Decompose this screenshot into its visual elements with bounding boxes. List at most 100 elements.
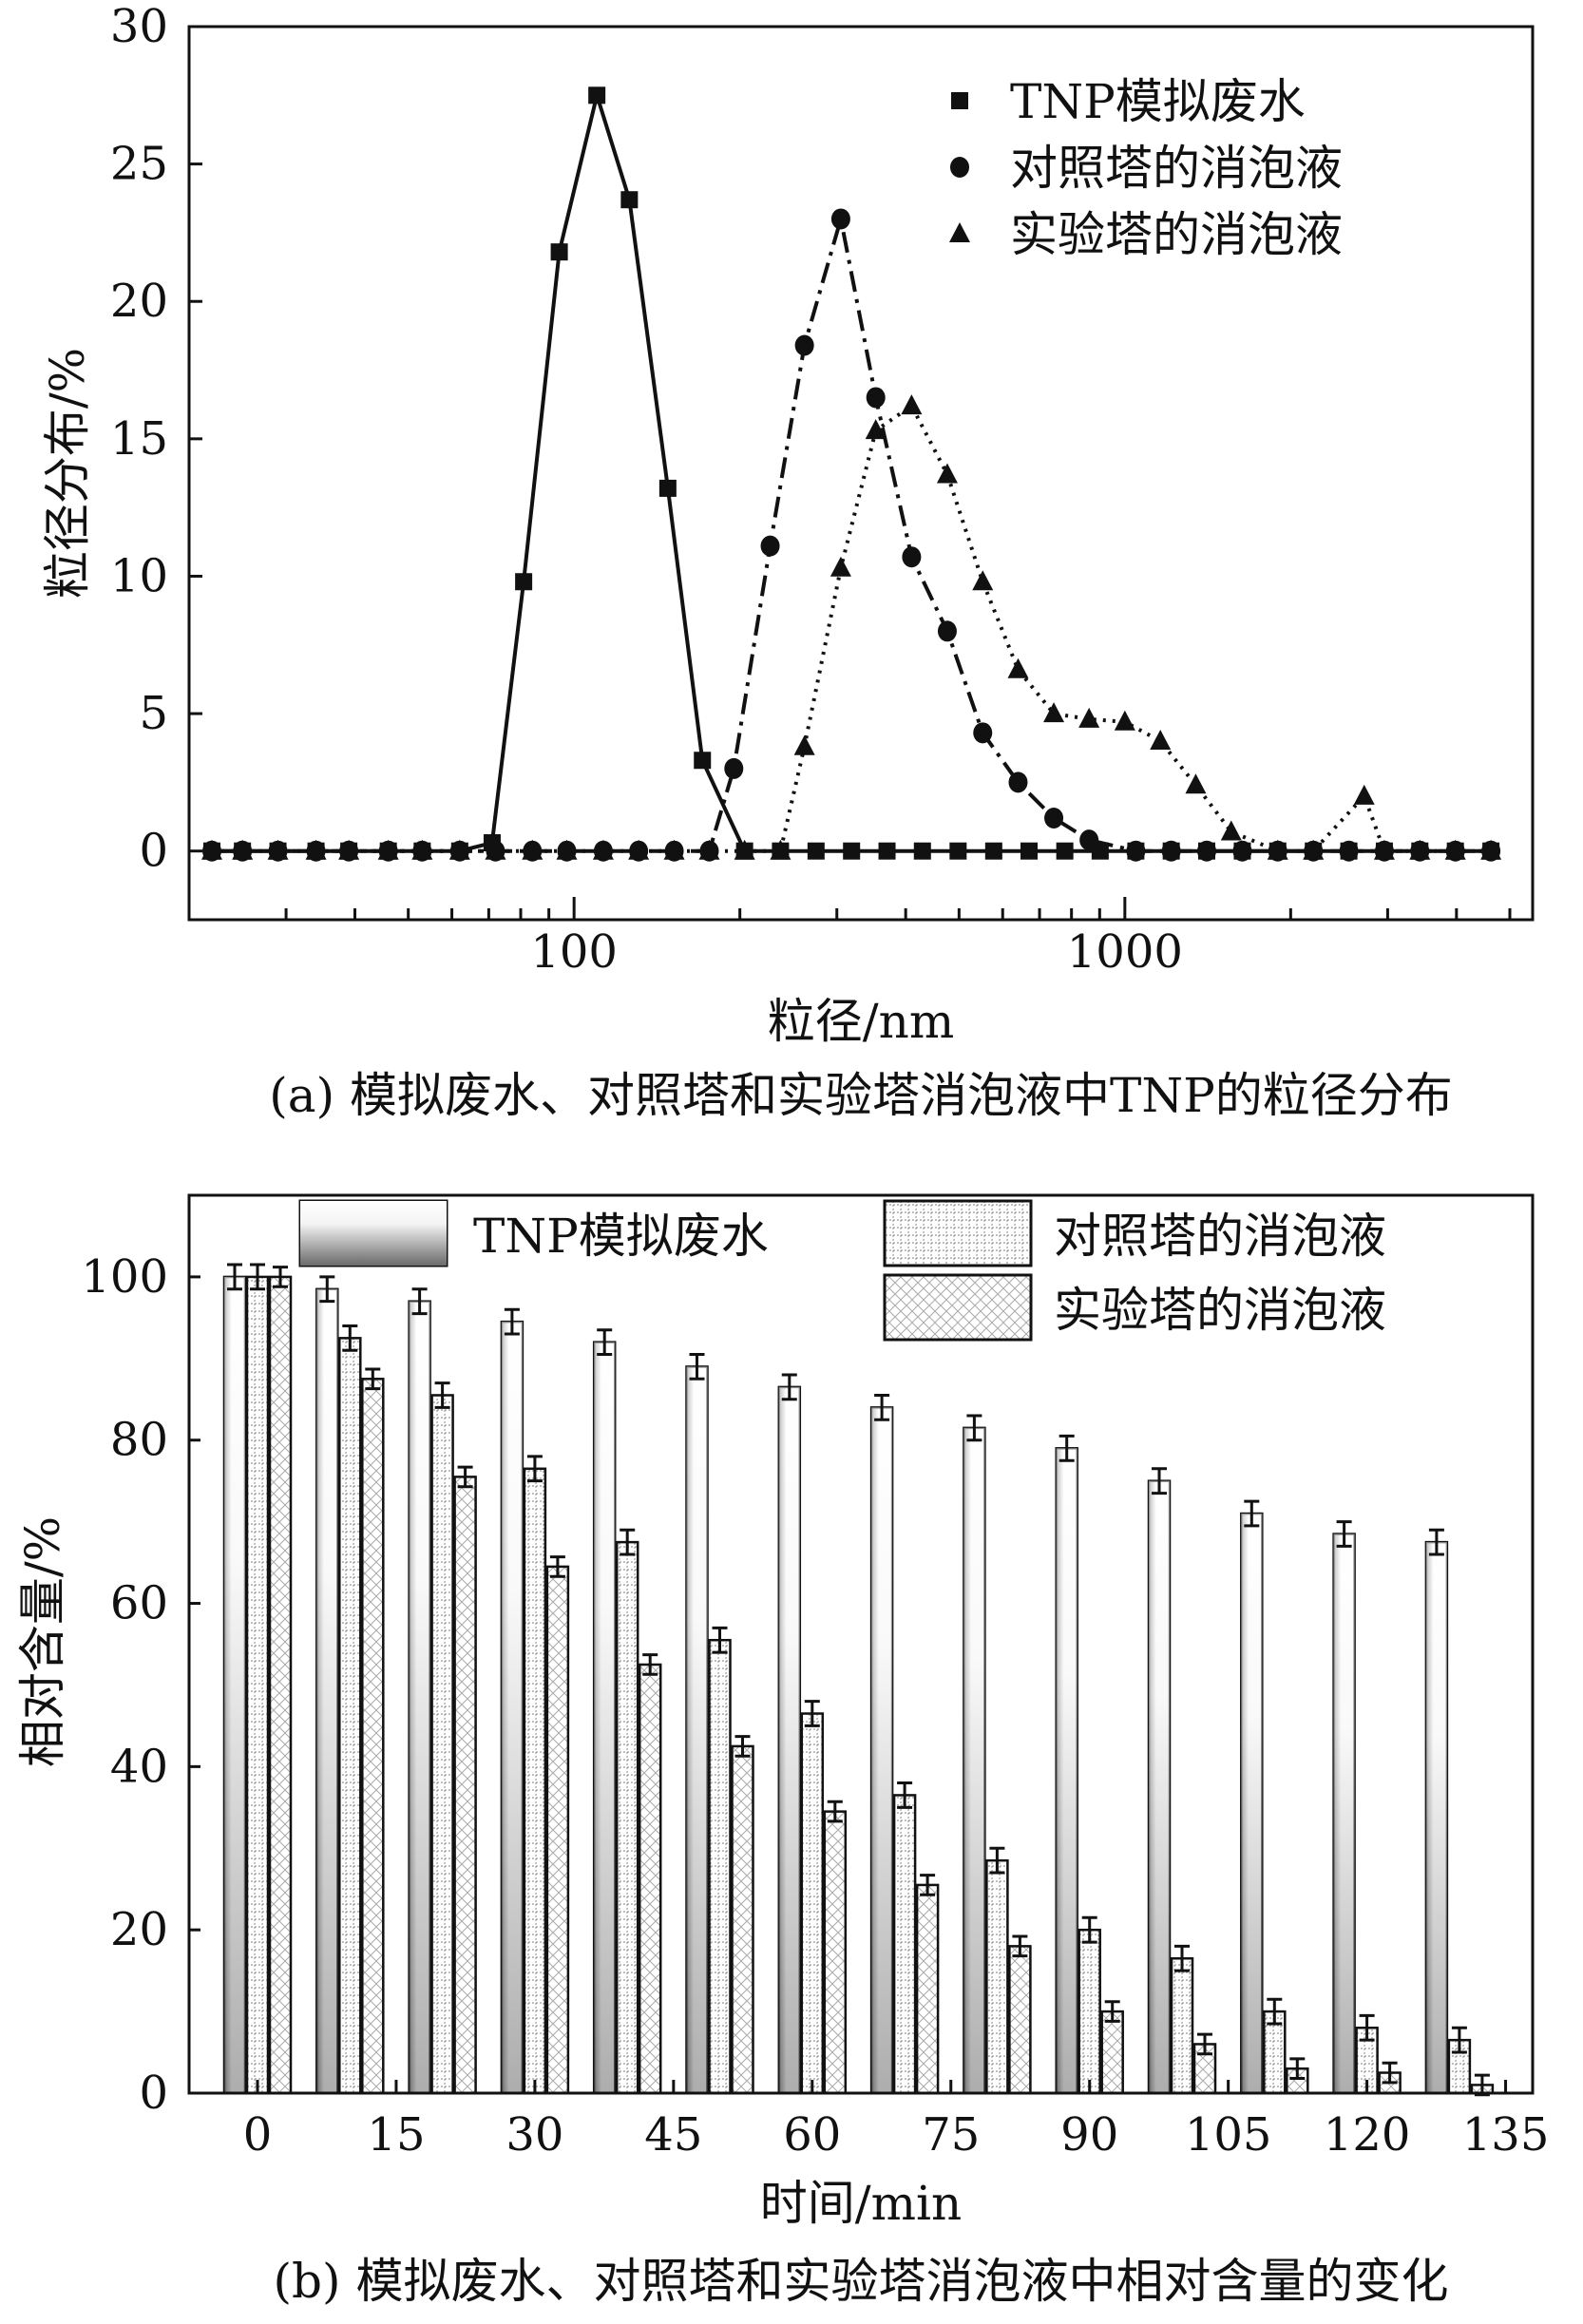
error-bar	[1267, 1997, 1283, 2026]
bar-crosshatch	[268, 1275, 293, 2095]
data-point-triangle	[338, 839, 360, 860]
bar-shade	[224, 1276, 245, 2093]
y-tick-label: 40	[110, 1740, 168, 1793]
error-bar	[1081, 1915, 1097, 1944]
data-point-triangle	[485, 839, 506, 860]
bar-crosshatch	[453, 1476, 477, 2095]
caption-a: (a) 模拟废水、对照塔和实验塔消泡液中TNP的粒径分布	[269, 1068, 1452, 1123]
data-point-triangle	[1409, 839, 1431, 860]
data-point-square	[913, 842, 931, 860]
error-bar	[526, 1455, 543, 1483]
data-point-triangle	[663, 839, 685, 860]
error-bar	[712, 1626, 728, 1654]
error-bar	[273, 1266, 288, 1288]
data-point-triangle	[793, 734, 815, 755]
error-bar	[342, 1324, 358, 1352]
error-bar	[620, 1528, 636, 1556]
x-tick-label: 15	[367, 2108, 425, 2162]
data-point-circle	[1044, 807, 1064, 829]
data-point-circle	[830, 208, 850, 230]
error-bar	[689, 1353, 705, 1381]
bar-shade	[501, 1322, 523, 2093]
data-point-triangle	[1078, 707, 1100, 728]
y-axis-label: 粒径分布/%	[40, 348, 95, 599]
error-bar	[1474, 2073, 1490, 2097]
particle-size-chart: 0 5 10 15 20 25 30 100 1000 TNP模拟废水对照塔的消泡液实验塔的消泡…	[40, 0, 1535, 1123]
y-tick-label: 15	[110, 412, 168, 466]
x-tick-label: 60	[783, 2108, 841, 2162]
data-point-triangle	[556, 839, 578, 860]
bar-shade	[686, 1366, 708, 2093]
series-line-triangle	[212, 404, 1492, 853]
data-point-triangle	[305, 839, 327, 860]
bar-crosshatch	[361, 1378, 385, 2095]
data-point-circle	[902, 546, 922, 568]
y-tick-label: 0	[139, 2067, 168, 2120]
bar-shade	[1149, 1480, 1170, 2093]
data-point-triangle	[1043, 702, 1065, 723]
bar-shade	[594, 1342, 616, 2093]
y-tick-label: 60	[110, 1577, 168, 1630]
bar-grid	[892, 1794, 917, 2095]
data-point-triangle	[830, 556, 851, 577]
legend-label: TNP模拟废水	[473, 1209, 769, 1264]
caption-b: (b) 模拟废水、对照塔和实验塔消泡液中相对含量的变化	[274, 2254, 1449, 2309]
data-point-square	[949, 842, 967, 860]
data-point-circle	[973, 722, 993, 744]
bar-grid	[523, 1467, 547, 2095]
error-bar	[966, 1414, 982, 1442]
legend-square-icon	[951, 92, 968, 109]
error-bar	[1012, 1934, 1028, 1958]
error-bar	[250, 1263, 265, 1291]
error-bar	[827, 1800, 843, 1823]
data-point-triangle	[1114, 710, 1135, 731]
bar-grid	[1078, 1928, 1101, 2095]
error-bar	[1174, 1944, 1190, 1972]
error-bar	[1451, 2026, 1467, 2054]
data-point-square	[620, 191, 639, 209]
error-bar	[1336, 1520, 1352, 1548]
bar-shade	[963, 1427, 985, 2093]
bar-crosshatch	[638, 1663, 662, 2095]
data-point-square	[694, 752, 712, 770]
y-tick-label: 5	[139, 687, 168, 740]
data-point-triangle	[1150, 730, 1172, 750]
error-bar	[365, 1367, 381, 1391]
y-tick-label: 10	[110, 549, 168, 602]
legend-label: TNP模拟废水	[1010, 74, 1306, 129]
data-point-triangle	[267, 839, 289, 860]
x-axis-label: 时间/min	[760, 2176, 962, 2231]
error-bar	[920, 1874, 936, 1896]
x-tick-label: 30	[505, 2108, 563, 2162]
y-tick-label: 0	[139, 825, 168, 878]
data-point-square	[658, 479, 677, 497]
relative-content-chart: 0 20 40 60 80 100 0 15 30 45 60 75 90 105 120 135 TNP模拟…	[15, 1193, 1550, 2309]
data-point-square	[984, 842, 1002, 860]
legend-crosshatch-swatch-icon	[883, 1273, 1033, 1342]
x-tick-label: 90	[1060, 2108, 1118, 2162]
data-point-square	[1020, 842, 1039, 860]
error-bar	[319, 1275, 335, 1304]
error-bar	[504, 1307, 520, 1336]
data-point-square	[843, 842, 861, 860]
data-point-triangle	[1220, 820, 1242, 841]
bar-grid	[800, 1712, 825, 2095]
error-bar	[1059, 1434, 1075, 1462]
error-bar	[781, 1373, 797, 1401]
error-bar	[434, 1381, 450, 1409]
bar-grid	[430, 1394, 454, 2095]
data-point-triangle	[1353, 784, 1375, 805]
bar-shade	[1333, 1533, 1355, 2093]
data-point-circle	[794, 334, 814, 356]
legend-label: 对照塔的消泡液	[1054, 1209, 1386, 1264]
legend-label: 实验塔的消泡液	[1054, 1283, 1386, 1338]
error-bar	[457, 1465, 473, 1489]
axis-ticks: 0 5 10 15 20 25 30 100 1000	[110, 0, 1512, 979]
error-bar	[549, 1555, 565, 1578]
error-bar	[1382, 2061, 1398, 2085]
bar-shade	[409, 1301, 430, 2093]
data-point-triangle	[972, 570, 994, 591]
x-tick-label: 135	[1462, 2108, 1550, 2162]
error-bar	[1104, 2000, 1120, 2023]
